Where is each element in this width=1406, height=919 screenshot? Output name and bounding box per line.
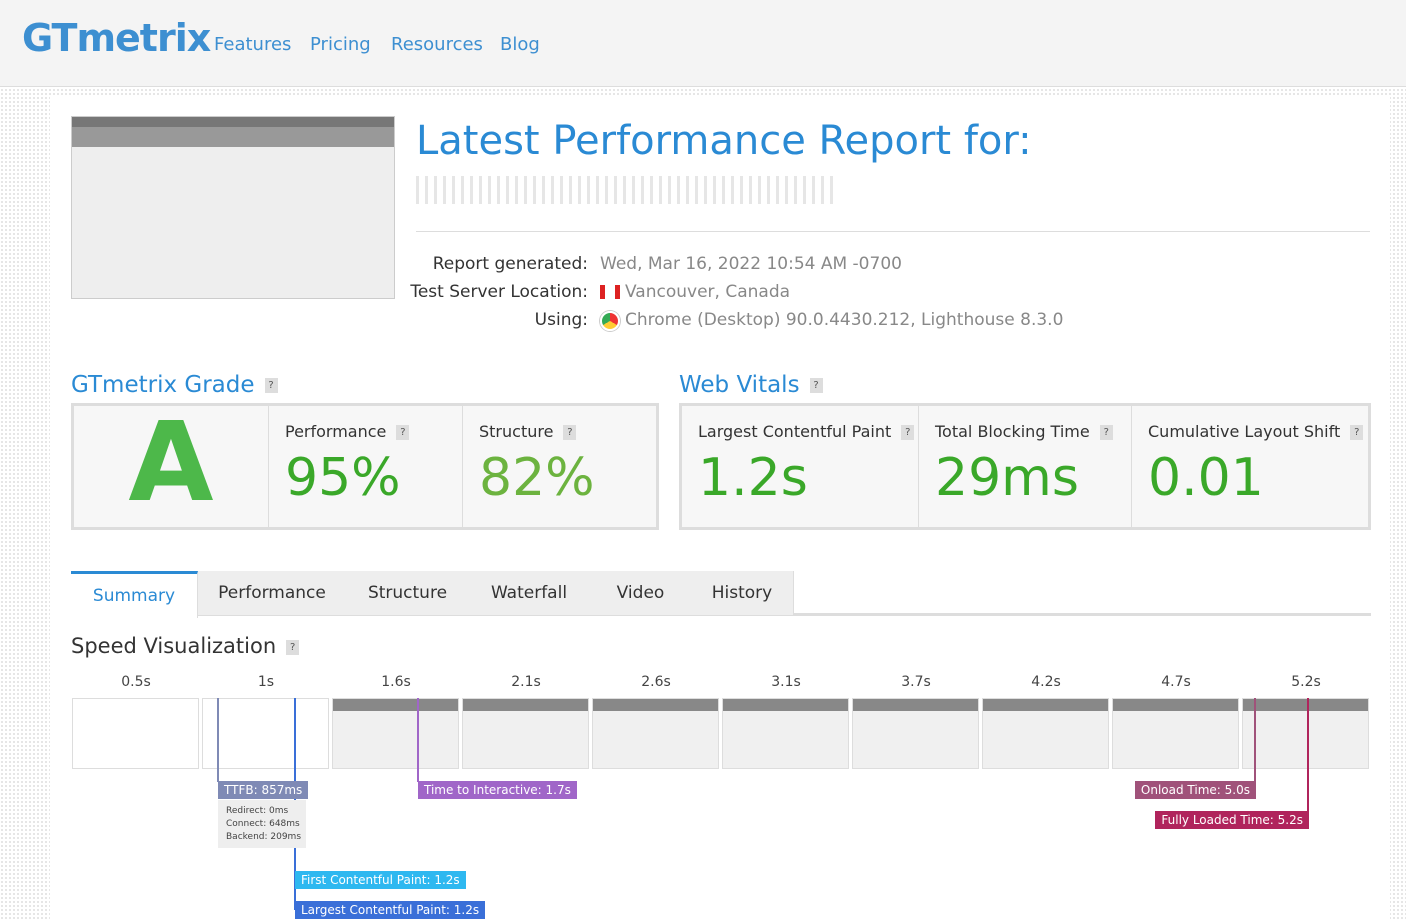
time-label: 1.6s (381, 674, 411, 690)
frame (462, 698, 589, 769)
metric: Total Blocking Time? 29ms (918, 406, 1131, 527)
title: Speed Visualization (71, 634, 277, 658)
detail-value: Vancouver, Canada (625, 282, 791, 302)
metric-label: Largest Contentful Paint? (698, 422, 915, 441)
tab[interactable]: Video (590, 571, 692, 615)
nav-link[interactable]: Resources (391, 34, 483, 55)
frame (72, 698, 199, 769)
metric-value: 1.2s (698, 448, 808, 508)
ttfb-details: Redirect: 0ms Connect: 648ms Backend: 20… (218, 800, 306, 848)
time-label: 0.5s (121, 674, 151, 690)
help[interactable]: ? (286, 639, 300, 655)
metric: Performance? 95% (268, 406, 462, 527)
time-label: 4.7s (1161, 674, 1191, 690)
detail-label: Using: (534, 310, 588, 330)
vitals-box: Largest Contentful Paint? 1.2s Total Bloc… (679, 403, 1371, 530)
redacted-url (416, 176, 836, 204)
frame (1242, 698, 1369, 769)
frame (982, 698, 1109, 769)
tab[interactable]: Summary (71, 571, 198, 618)
label: Cumulative Layout Shift (1148, 422, 1341, 441)
detail: Redirect: 0ms (226, 806, 289, 816)
marker-label: TTFB: 857ms (218, 781, 309, 799)
marker-line (1307, 698, 1309, 812)
detail-label: Test Server Location: (410, 282, 588, 302)
section-title: Speed Visualization? (71, 634, 300, 658)
time-label: 4.2s (1031, 674, 1061, 690)
chrome-icon (600, 311, 620, 331)
frame (852, 698, 979, 769)
frame (1112, 698, 1239, 769)
grade-letter: A (128, 398, 214, 526)
metric-label: Structure? (479, 422, 577, 441)
help[interactable]: ? (1350, 425, 1364, 440)
detail-label: Report generated: (432, 254, 588, 274)
help[interactable]: ? (1099, 425, 1113, 440)
nav-link[interactable]: Blog (500, 34, 540, 55)
frame (722, 698, 849, 769)
marker-line (217, 698, 219, 782)
section-title: Web Vitals? (679, 372, 823, 398)
marker-label: Onload Time: 5.0s (1134, 781, 1256, 799)
metric: Cumulative Layout Shift? 0.01 (1131, 406, 1369, 527)
marker-label: Fully Loaded Time: 5.2s (1155, 811, 1309, 829)
marker-label: First Contentful Paint: 1.2s (295, 871, 466, 889)
metric-value: 0.01 (1148, 448, 1264, 508)
metric-value: 82% (479, 448, 595, 508)
time-label: 3.7s (901, 674, 931, 690)
frame (592, 698, 719, 769)
metric-value: 29ms (935, 448, 1079, 508)
marker-line (1254, 698, 1256, 782)
nav-link[interactable]: Features (214, 34, 292, 55)
metric-label: Total Blocking Time? (935, 422, 1113, 441)
label: Structure (479, 422, 554, 441)
detail: Backend: 209ms (226, 832, 302, 842)
flag-icon (600, 285, 620, 299)
nav-link[interactable]: Pricing (310, 34, 371, 55)
help[interactable]: ? (396, 425, 410, 440)
tab[interactable]: Performance (197, 571, 348, 615)
marker-label: Largest Contentful Paint: 1.2s (295, 901, 486, 919)
label: Largest Contentful Paint (698, 422, 892, 441)
time-label: 1s (257, 674, 275, 690)
metric: Largest Contentful Paint? 1.2s (682, 406, 918, 527)
label: Total Blocking Time (935, 422, 1090, 441)
metric-value: 95% (285, 448, 401, 508)
detail-value: Wed, Mar 16, 2022 10:54 AM -0700 (600, 254, 902, 274)
time-label: 3.1s (771, 674, 801, 690)
logo[interactable]: GTmetrix (22, 16, 211, 60)
frame (332, 698, 459, 769)
tab[interactable]: History (691, 571, 794, 615)
time-label: 2.6s (641, 674, 671, 690)
help[interactable]: ? (809, 378, 823, 393)
grade-box: A Performance? 95% Structure? 82% (71, 398, 659, 530)
detail: Connect: 648ms (226, 819, 300, 829)
metric-label: Cumulative Layout Shift? (1148, 422, 1364, 441)
title: Web Vitals (679, 372, 800, 398)
frame (202, 698, 329, 769)
tab[interactable]: Waterfall (468, 571, 591, 615)
metric: Structure? 82% (462, 406, 657, 527)
screenshot (71, 116, 395, 299)
time-label: 5.2s (1291, 674, 1321, 690)
help[interactable]: ? (901, 425, 915, 440)
help[interactable]: ? (563, 425, 577, 440)
title: GTmetrix Grade (71, 372, 255, 398)
time-label: 2.1s (511, 674, 541, 690)
section-title: GTmetrix Grade? (71, 372, 278, 398)
label: Performance (285, 422, 387, 441)
help[interactable]: ? (264, 378, 278, 393)
marker-line (417, 698, 419, 782)
marker-label: Time to Interactive: 1.7s (418, 781, 577, 799)
header: GTmetrix Features Pricing Resources Blog (0, 0, 1406, 87)
divider (416, 231, 1370, 232)
tab[interactable]: Structure (347, 571, 469, 615)
detail-value: Chrome (Desktop) 90.0.4430.212, Lighthou… (625, 310, 1064, 330)
metric-label: Performance? (285, 422, 410, 441)
report-title: Latest Performance Report for: (416, 118, 1032, 164)
